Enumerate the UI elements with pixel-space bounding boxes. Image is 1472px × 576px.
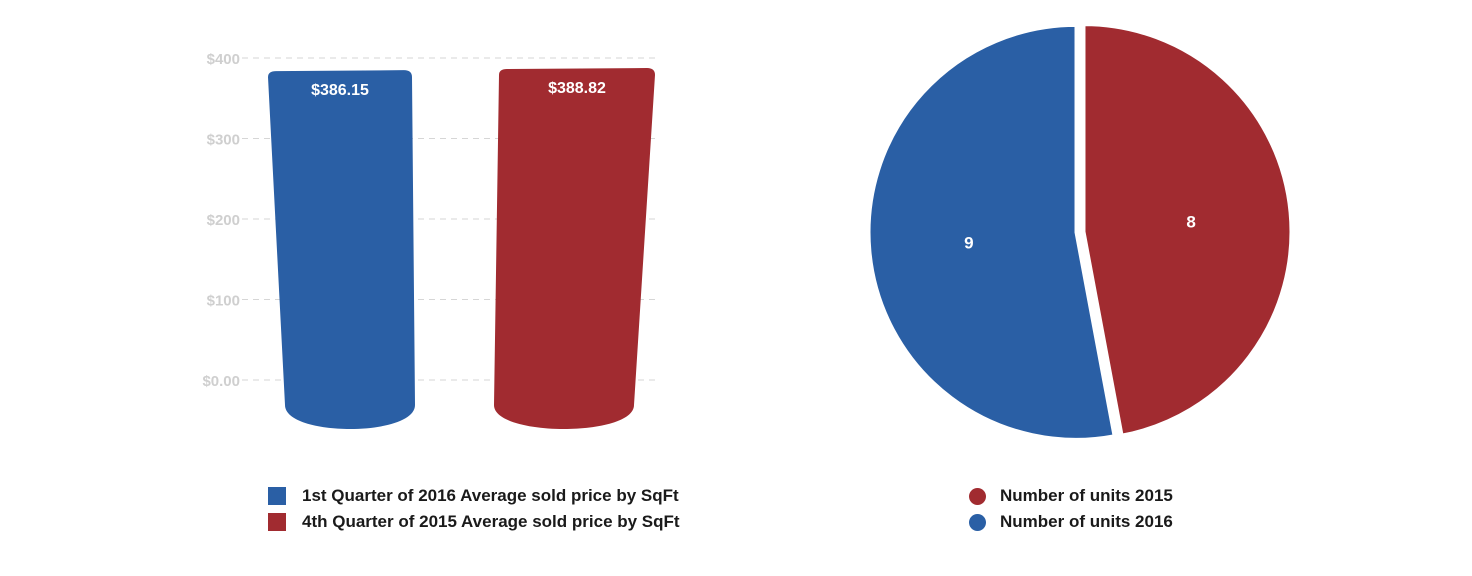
pie-legend: Number of units 2015 Number of units 201… xyxy=(969,483,1173,535)
y-tick-label: $300 xyxy=(207,132,240,149)
bar[interactable] xyxy=(494,67,655,429)
y-tick-label: $100 xyxy=(207,293,240,310)
legend-swatch xyxy=(268,513,286,531)
pie-value-label: 8 xyxy=(1186,213,1195,232)
y-tick-label: $200 xyxy=(207,212,240,229)
legend-label: Number of units 2016 xyxy=(1000,512,1173,531)
legend-swatch xyxy=(969,513,986,531)
legend-label: 1st Quarter of 2016 Average sold price b… xyxy=(302,486,679,505)
legend-swatch xyxy=(969,487,986,505)
bar-legend: 1st Quarter of 2016 Average sold price b… xyxy=(268,483,680,535)
pie-value-label: 9 xyxy=(964,233,973,252)
pie-value-labels: 89 xyxy=(964,213,1196,253)
bar[interactable] xyxy=(268,70,415,430)
pie-chart: 89 xyxy=(867,23,1293,441)
y-tick-label: $0.00 xyxy=(202,373,240,390)
bar-value-labels: $386.15 $388.82 xyxy=(311,80,606,99)
bar-y-axis: $0.00 $100 $200 $300 $400 xyxy=(202,51,240,390)
bar-marks xyxy=(268,67,655,430)
pie-legend-item[interactable]: Number of units 2016 xyxy=(969,509,1173,535)
bar-value-label: $386.15 xyxy=(311,82,369,99)
bar-legend-item[interactable]: 1st Quarter of 2016 Average sold price b… xyxy=(268,483,680,509)
bar-chart: $0.00 $100 $200 $300 $400 $386.15 $388.82 xyxy=(202,51,655,430)
y-tick-label: $400 xyxy=(207,51,240,68)
pie-slice[interactable] xyxy=(1082,23,1293,437)
legend-label: 4th Quarter of 2015 Average sold price b… xyxy=(302,512,680,531)
pie-slice[interactable] xyxy=(867,23,1116,441)
legend-label: Number of units 2015 xyxy=(1000,486,1173,505)
pie-slices xyxy=(867,23,1293,441)
pie-legend-item[interactable]: Number of units 2015 xyxy=(969,483,1173,509)
bar-legend-item[interactable]: 4th Quarter of 2015 Average sold price b… xyxy=(268,509,680,535)
legend-swatch xyxy=(268,487,286,505)
bar-value-label: $388.82 xyxy=(548,80,606,97)
